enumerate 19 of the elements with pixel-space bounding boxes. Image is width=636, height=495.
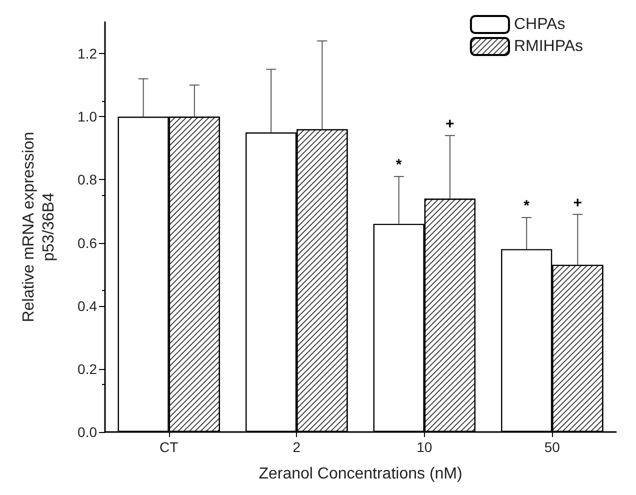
legend-label: CHPAs	[514, 16, 566, 33]
y-axis-title: Relative mRNA expression p53/36B4	[20, 132, 58, 322]
y-tick-label: 0.4	[78, 298, 98, 314]
x-tick-label: 10	[416, 439, 432, 455]
annotation: +	[573, 194, 582, 212]
y-tick-label: 1.2	[78, 46, 98, 62]
x-tick-label: CT	[160, 439, 179, 455]
annotation: +	[446, 116, 455, 133]
y-tick-label: 1.0	[78, 108, 98, 125]
annotation: *	[396, 156, 402, 174]
annotation: *	[524, 198, 530, 215]
legend-label: RMIHPAs	[514, 38, 584, 55]
y-tick-label: 0.2	[78, 360, 98, 377]
y-tick-label: 0.8	[78, 172, 98, 188]
y-tick-label: 0.0	[78, 424, 98, 440]
x-tick-label: 2	[292, 439, 301, 455]
y-tick-label: 0.6	[78, 234, 98, 251]
x-tick-label: 50	[544, 439, 560, 455]
x-axis-title: Zeranol Concentrations (nM)	[258, 466, 462, 482]
